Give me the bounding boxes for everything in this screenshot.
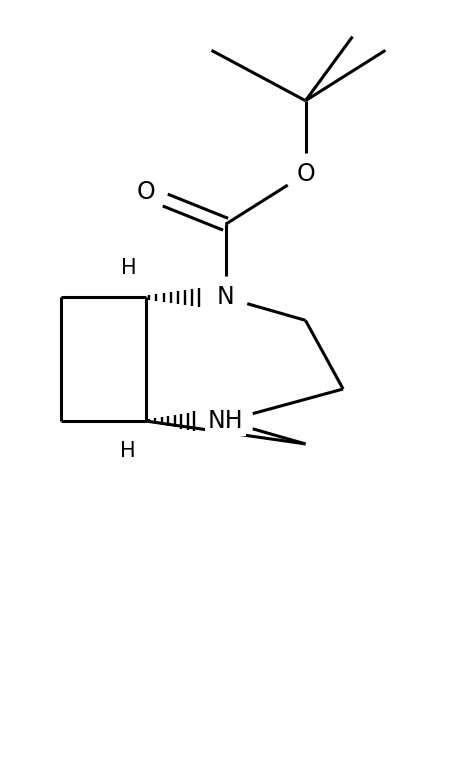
Text: H: H	[121, 258, 137, 278]
Text: H: H	[120, 441, 136, 461]
Text: NH: NH	[208, 409, 243, 433]
Text: O: O	[136, 180, 155, 204]
Text: N: N	[217, 286, 235, 310]
Text: O: O	[296, 162, 315, 186]
